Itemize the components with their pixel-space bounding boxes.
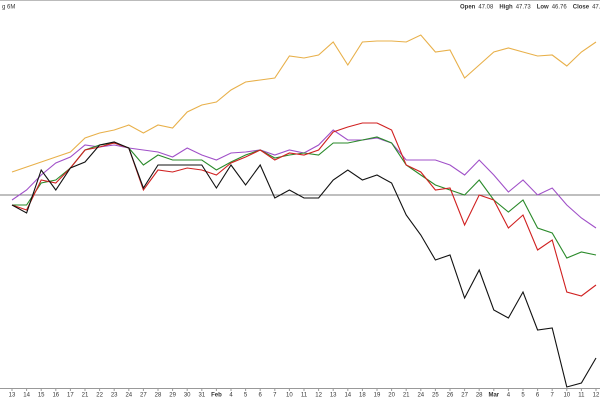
- series-line: [12, 136, 597, 259]
- x-tick-label: 10: [286, 393, 293, 399]
- x-tick-label: 14: [344, 393, 351, 399]
- x-tick-label: 18: [359, 393, 366, 399]
- x-tick-label: 28: [476, 393, 483, 399]
- header-label: Open: [460, 5, 476, 11]
- x-tick-label: 25: [432, 393, 439, 399]
- x-tick-label: 5: [521, 393, 525, 399]
- x-tick-label: 6: [259, 393, 263, 399]
- x-tick-label: 27: [140, 393, 147, 399]
- x-tick-label: 4: [229, 393, 233, 399]
- x-tick-label: 27: [461, 393, 468, 399]
- x-tick-label: 21: [82, 393, 89, 399]
- series-line: [11, 141, 597, 388]
- x-tick-label: 14: [23, 393, 30, 399]
- x-tick-label: 24: [125, 393, 132, 399]
- header-value: 47.08: [478, 5, 494, 11]
- x-tick-label: 7: [273, 393, 277, 399]
- x-tick-label: 23: [111, 393, 118, 399]
- x-tick-label: 15: [38, 393, 45, 399]
- x-tick-label: Mar: [488, 393, 499, 399]
- x-tick-label: 7: [551, 393, 555, 399]
- x-tick-label: 31: [198, 393, 205, 399]
- header-label: High: [499, 5, 513, 11]
- header-value: 47.67: [592, 5, 600, 11]
- x-tick-label: 17: [67, 393, 74, 399]
- x-tick-label: 26: [447, 393, 454, 399]
- x-tick-label: 11: [578, 393, 585, 399]
- x-tick-label: 24: [417, 393, 424, 399]
- x-tick-label: 20: [388, 393, 395, 399]
- header-value: 46.76: [552, 5, 568, 11]
- header-label: Low: [537, 5, 549, 11]
- x-tick-label: 5: [244, 393, 248, 399]
- x-tick-label: 29: [169, 393, 176, 399]
- x-tick-label: Feb: [211, 393, 222, 399]
- x-tick-label: 13: [330, 393, 337, 399]
- series-line: [11, 34, 597, 173]
- x-tick-label: 4: [507, 393, 511, 399]
- x-tick-label: 12: [315, 393, 322, 399]
- x-tick-label: 16: [52, 393, 59, 399]
- header-left: g 6M: [2, 5, 15, 11]
- x-tick-label: 11: [301, 393, 308, 399]
- series-line: [11, 122, 597, 297]
- header-value: 47.73: [516, 5, 532, 11]
- x-tick-label: 19: [374, 393, 381, 399]
- x-tick-label: 28: [155, 393, 162, 399]
- x-tick-label: 30: [184, 393, 191, 399]
- x-tick-label: 22: [96, 393, 103, 399]
- x-tick-label: 6: [536, 393, 540, 399]
- header-label: Close: [573, 5, 590, 11]
- x-tick-label: 10: [563, 393, 570, 399]
- x-tick-label: 21: [403, 393, 410, 399]
- x-tick-label: 13: [9, 393, 16, 399]
- x-tick-label: 12: [593, 393, 600, 399]
